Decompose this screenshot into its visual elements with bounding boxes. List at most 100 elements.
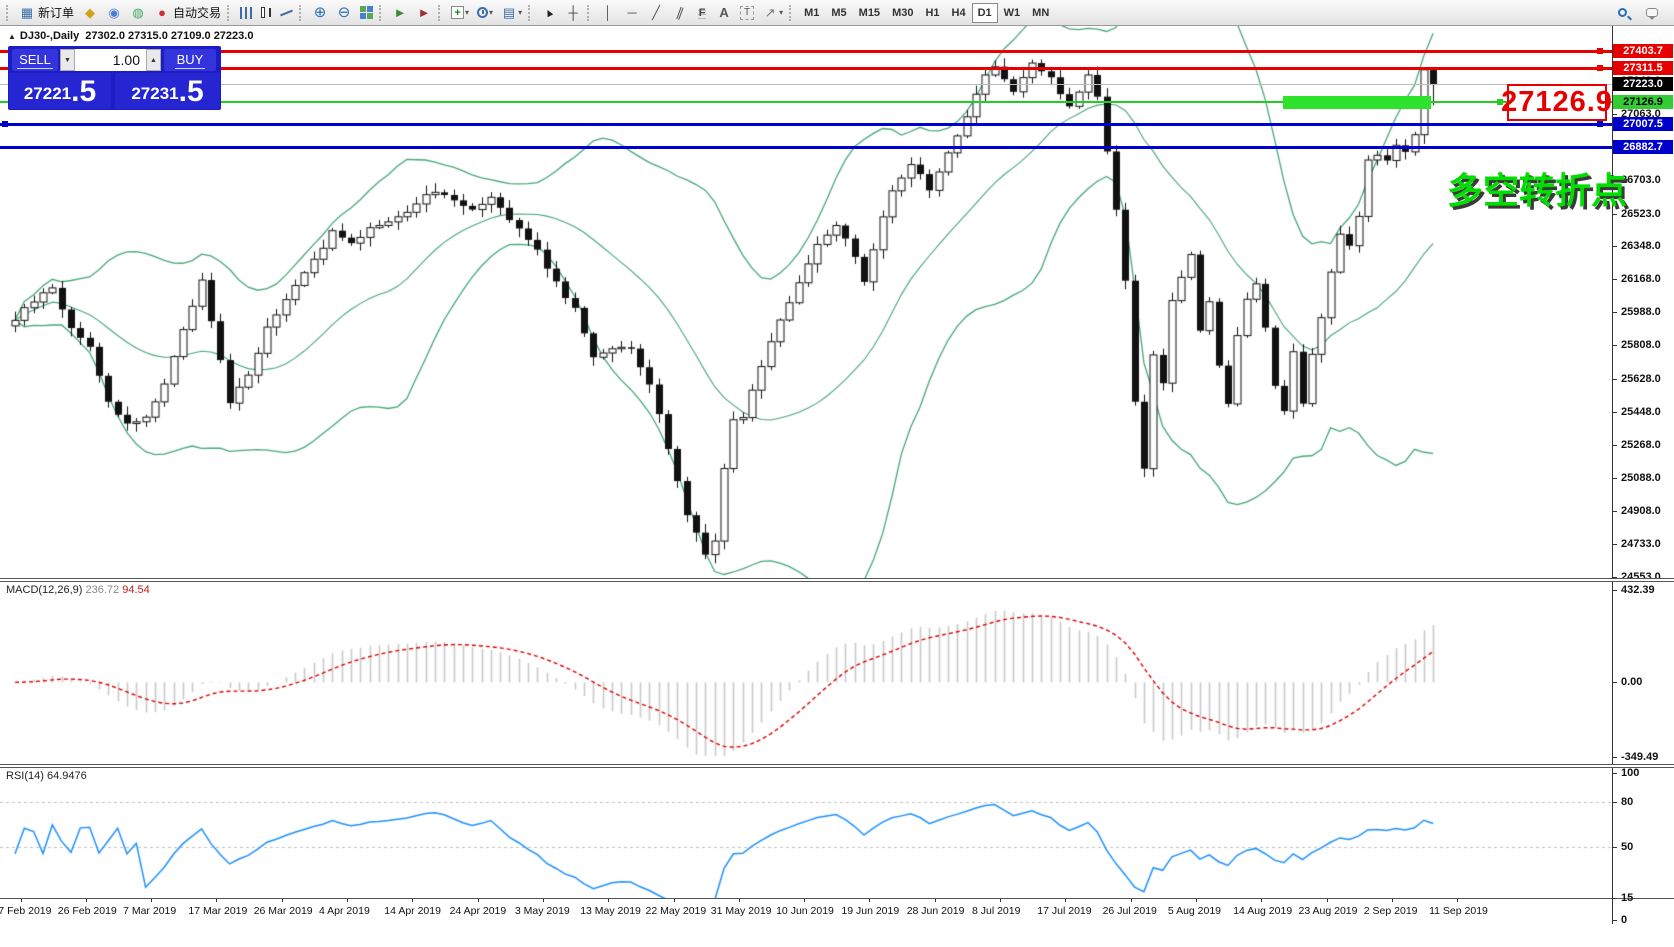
rsi-tick-label: 0 bbox=[1621, 914, 1628, 926]
date-tick bbox=[1261, 899, 1263, 902]
price-chart-canvas[interactable] bbox=[0, 26, 1612, 578]
tile-windows-button[interactable] bbox=[356, 3, 377, 23]
autotrade-button[interactable]: ● 自动交易 bbox=[150, 3, 225, 23]
date-label: 14 Apr 2019 bbox=[384, 905, 441, 917]
channel-tool-button[interactable]: ∥ bbox=[668, 3, 692, 23]
price-callout-label[interactable]: 27126.9 bbox=[1501, 84, 1612, 122]
price-tick-label: 26523.0 bbox=[1621, 207, 1661, 220]
vertical-line-tool-button[interactable]: │ bbox=[596, 3, 620, 23]
data-window-icon: ◉ bbox=[108, 4, 120, 20]
line-handle[interactable] bbox=[1597, 65, 1603, 71]
line-handle[interactable] bbox=[1497, 99, 1503, 106]
text-tool-button[interactable]: A bbox=[712, 3, 736, 23]
zoom-out-button[interactable]: ⊖ bbox=[332, 3, 356, 23]
templates-button[interactable]: ▤ ▾ bbox=[497, 3, 526, 23]
current-price-line[interactable] bbox=[0, 83, 1612, 85]
label-tool-button[interactable]: T bbox=[736, 3, 758, 23]
new-order-button[interactable]: ▦ 新订单 bbox=[15, 3, 78, 23]
chart-title: ▲ DJ30-,Daily 27302.0 27315.0 27109.0 2722… bbox=[8, 30, 253, 42]
resistance-line-27311[interactable] bbox=[0, 66, 1612, 70]
chart-area: ▲ DJ30-,Daily 27302.0 27315.0 27109.0 2722… bbox=[0, 26, 1674, 926]
date-label: 28 Jun 2019 bbox=[906, 905, 965, 917]
resistance-line-27403[interactable] bbox=[0, 49, 1612, 53]
date-tick bbox=[216, 899, 218, 902]
macd-pane-canvas[interactable] bbox=[0, 582, 1612, 764]
date-tick bbox=[542, 899, 544, 902]
line-handle[interactable] bbox=[1597, 48, 1603, 54]
timeframe-m15[interactable]: M15 bbox=[858, 6, 881, 19]
new-order-icon: ▦ bbox=[20, 4, 34, 20]
autotrade-icon: ● bbox=[158, 4, 166, 20]
date-tick bbox=[608, 899, 610, 902]
timeframe-h4[interactable]: H4 bbox=[951, 6, 966, 19]
auto-scroll-button[interactable]: ► bbox=[388, 3, 412, 23]
navigator-button[interactable]: ◍ bbox=[126, 3, 150, 23]
fibonacci-tool-button[interactable]: F bbox=[692, 3, 712, 23]
chevron-down-icon: ▾ bbox=[465, 8, 470, 17]
volume-input[interactable]: 1.00 bbox=[75, 49, 146, 71]
bar-chart-mode-button[interactable] bbox=[236, 3, 256, 23]
label-tool-icon: T bbox=[740, 5, 755, 20]
timeframe-w1[interactable]: W1 bbox=[1003, 6, 1021, 19]
axis-tick bbox=[1612, 802, 1617, 804]
collapse-panel-icon[interactable]: ▲ bbox=[8, 32, 16, 41]
indicators-button[interactable]: + ▾ bbox=[447, 3, 473, 23]
zoom-in-button[interactable]: ⊕ bbox=[308, 3, 332, 23]
volume-decrease-button[interactable]: ▼ bbox=[60, 49, 75, 71]
periods-button[interactable]: ▾ bbox=[473, 3, 497, 23]
macd-signal-value: 94.54 bbox=[122, 584, 150, 596]
search-icon bbox=[1617, 8, 1627, 17]
axis-tick bbox=[1612, 511, 1617, 513]
rsi-tick-label: 15 bbox=[1621, 891, 1634, 904]
line-handle[interactable] bbox=[1597, 121, 1603, 128]
price-badge-26882.7: 26882.7 bbox=[1613, 140, 1673, 155]
toolbar-grip[interactable] bbox=[6, 4, 11, 21]
timeframe-m5[interactable]: M5 bbox=[831, 6, 847, 19]
horizontal-line-tool-button[interactable]: ─ bbox=[620, 3, 644, 23]
date-label: 26 Feb 2019 bbox=[57, 905, 117, 917]
rsi-pane-separator[interactable] bbox=[0, 764, 1674, 768]
price-tick-label: 25088.0 bbox=[1621, 472, 1661, 485]
timeframe-m30[interactable]: M30 bbox=[892, 6, 914, 19]
date-label: 10 Jun 2019 bbox=[776, 905, 834, 917]
timeframe-h1[interactable]: H1 bbox=[925, 6, 940, 19]
pivot-line-27126[interactable] bbox=[0, 101, 1612, 104]
arrows-tool-button[interactable]: ↗ ▾ bbox=[758, 3, 787, 23]
cursor-tool-button[interactable]: ▲ bbox=[537, 3, 561, 23]
data-window-button[interactable]: ◉ bbox=[102, 3, 126, 23]
volume-increase-button[interactable]: ▲ bbox=[146, 49, 161, 71]
auto-scroll-icon: ► bbox=[393, 4, 407, 20]
line-handle[interactable] bbox=[2, 121, 8, 128]
macd-label: MACD(12,26,9) 236.72 94.54 bbox=[6, 584, 150, 596]
buy-button[interactable]: BUY bbox=[164, 49, 216, 71]
date-label: 3 May 2019 bbox=[514, 905, 570, 917]
axis-tick bbox=[1612, 312, 1617, 314]
trendline-tool-button[interactable]: ╱ bbox=[644, 3, 668, 23]
price-tick-label: 24908.0 bbox=[1621, 505, 1661, 518]
channel-icon: ∥ bbox=[674, 3, 686, 21]
pivot-highlight-bar[interactable] bbox=[1283, 95, 1431, 109]
timeframe-mn[interactable]: MN bbox=[1032, 6, 1050, 19]
date-label: 2 Sep 2019 bbox=[1363, 905, 1418, 917]
axis-tick bbox=[1612, 445, 1617, 447]
timeframe-m1[interactable]: M1 bbox=[804, 6, 820, 19]
sell-price-display[interactable]: 27221.5 bbox=[9, 73, 111, 109]
macd-pane-separator[interactable] bbox=[0, 578, 1674, 582]
sell-button[interactable]: SELL bbox=[12, 49, 58, 71]
crosshair-tool-button[interactable]: ┼ bbox=[561, 3, 585, 23]
timeframe-d1[interactable]: D1 bbox=[971, 2, 998, 23]
axis-tick bbox=[1612, 577, 1617, 578]
line-chart-mode-button[interactable] bbox=[276, 3, 297, 23]
candlestick-mode-button[interactable] bbox=[256, 3, 276, 23]
market-watch-button[interactable]: ◆ bbox=[78, 3, 102, 23]
support-line-27007[interactable] bbox=[0, 122, 1612, 126]
chat-button[interactable] bbox=[1642, 3, 1662, 23]
support-line-26882[interactable] bbox=[0, 145, 1612, 149]
pivot-annotation-text[interactable]: 多空转折点 bbox=[1447, 170, 1628, 211]
date-label: 19 Jun 2019 bbox=[841, 905, 900, 917]
date-tick bbox=[20, 899, 22, 902]
chevron-down-icon: ▾ bbox=[518, 8, 523, 17]
chart-shift-button[interactable]: ► bbox=[412, 3, 436, 23]
buy-price-display[interactable]: 27231.5 bbox=[115, 73, 220, 109]
search-button[interactable] bbox=[1612, 3, 1632, 23]
